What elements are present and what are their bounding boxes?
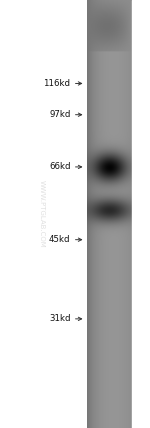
Bar: [132, 0, 150, 428]
Text: 97kd: 97kd: [49, 110, 70, 119]
Text: 31kd: 31kd: [49, 314, 70, 324]
Text: 116kd: 116kd: [44, 79, 70, 88]
Text: 45kd: 45kd: [49, 235, 70, 244]
Text: 66kd: 66kd: [49, 162, 70, 172]
Text: WWW.PTGLAB.COM: WWW.PTGLAB.COM: [39, 180, 45, 248]
